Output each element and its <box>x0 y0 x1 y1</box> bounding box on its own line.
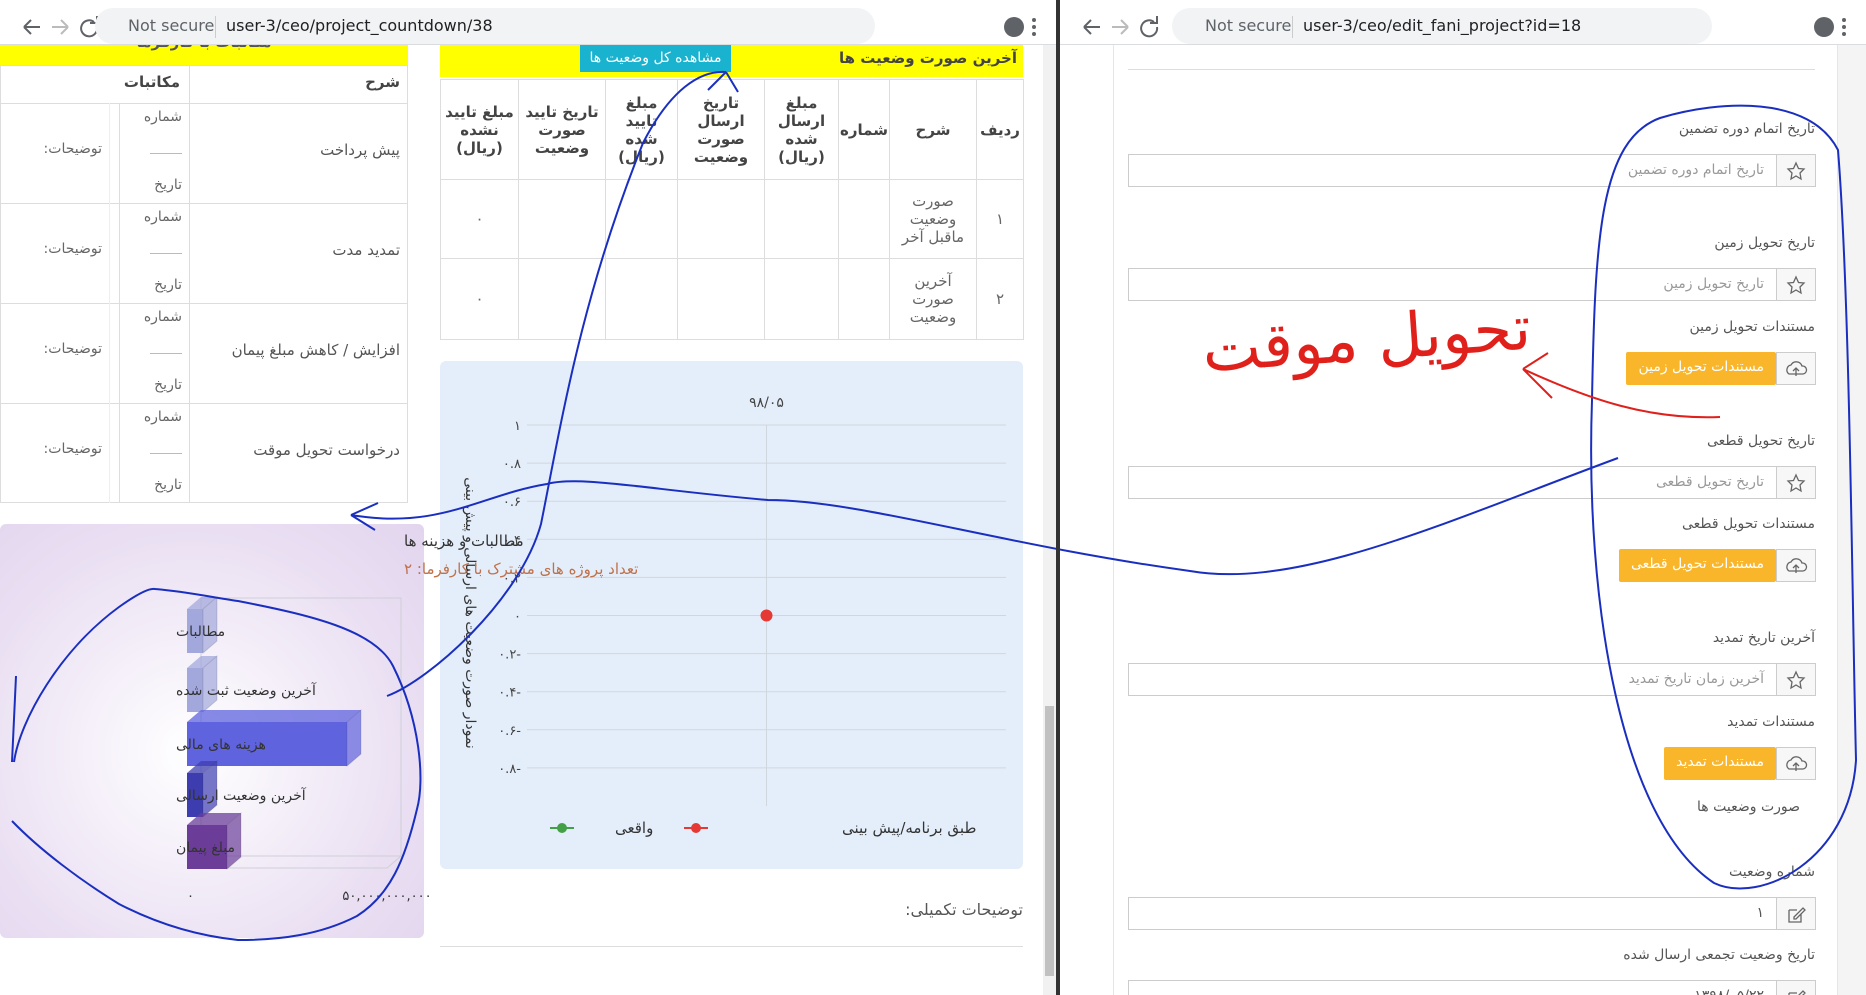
category-label: آخرین وضعیت ارسالی <box>176 787 307 804</box>
date-label: تاریخ <box>154 277 182 293</box>
row-description: پیش پرداخت <box>320 141 400 159</box>
notes-label: توضیحات: <box>43 241 102 257</box>
y-axis-label: نمودار صورت وضعیت های ارسالی و پیش بینی <box>462 477 478 749</box>
y-tick-label: ۰.۶- <box>498 724 521 739</box>
field-label: تاریخ وضعیت تجمعی ارسال شده <box>1623 947 1815 963</box>
category-label: مبلغ پیمان <box>176 840 235 856</box>
left-scrollbar-thumb <box>1045 706 1054 976</box>
right-top-rule <box>1128 69 1815 70</box>
data-point <box>760 609 773 622</box>
date-label: تاریخ <box>154 477 182 493</box>
legend-marker <box>691 823 701 833</box>
row-rule <box>0 203 408 204</box>
chart-title: مطالبات و هزینه ها <box>404 532 524 550</box>
icon <box>1788 990 1806 995</box>
y-tick-label: ۰.۸ <box>503 457 521 472</box>
bar-top <box>187 710 361 722</box>
profile-icon[interactable] <box>1814 17 1834 37</box>
x-tick-label: ۰ <box>187 889 194 904</box>
notes-label: توضیحات: <box>43 341 102 357</box>
number-label: شماره <box>143 209 182 225</box>
number-label: شماره <box>143 109 182 125</box>
menu-icon[interactable] <box>1032 18 1036 36</box>
chart-subtitle: تعداد پروژه های مشترک با کارفرما: ۲ <box>404 560 638 579</box>
row-rule <box>0 403 408 404</box>
profile-icon[interactable] <box>1004 17 1024 37</box>
col-divider <box>109 103 110 203</box>
col-divider <box>109 203 110 303</box>
row-description: تمدید مدت <box>332 241 400 259</box>
header-cell: مکاتبات <box>123 73 180 91</box>
icon-box[interactable] <box>1776 897 1816 930</box>
browser-toolbar: Not secure user-3/ceo/project_countdown/3… <box>0 0 1056 45</box>
mid-rule <box>150 253 182 254</box>
browser-toolbar: Not secure user-3/ceo/edit_fani_project?i… <box>1060 0 1866 45</box>
col-divider <box>109 303 110 403</box>
legend-marker <box>557 823 567 833</box>
category-label: آخرین وضعیت ثبت شده <box>176 682 317 699</box>
col-divider <box>119 203 120 303</box>
mid-rule <box>150 453 182 454</box>
col-divider <box>119 103 120 203</box>
col-divider <box>189 65 190 503</box>
y-tick-label: ۰.۲- <box>498 648 521 663</box>
y-tick-label: ۰.۶ <box>503 495 521 510</box>
view-all-button[interactable]: مشاهده کل وضعیت ها <box>580 40 731 72</box>
y-tick-label: ۱ <box>514 419 521 434</box>
y-tick-label: ۰.۴- <box>498 686 521 701</box>
omnibox[interactable] <box>1172 8 1712 44</box>
window-divider <box>1056 0 1060 995</box>
security-label: Not secure <box>128 16 215 35</box>
date-label: تاریخ <box>154 177 182 193</box>
category-label: هزینه های مالی <box>176 737 266 753</box>
url-text: user-3/ceo/edit_fani_project?id=18 <box>1292 16 1692 38</box>
mid-rule <box>150 353 182 354</box>
number-label: شماره <box>143 409 182 425</box>
menu-icon[interactable] <box>1842 18 1846 36</box>
x-category-label: ۹۸/۰۵ <box>749 395 784 411</box>
y-tick-label: ۰ <box>514 610 521 625</box>
url-text: user-3/ceo/project_countdown/38 <box>215 16 855 38</box>
notes-label: توضیحات تکمیلی: <box>905 900 1023 919</box>
notes-label: توضیحات: <box>43 141 102 157</box>
table-cell: صورت وضعیت ماقبل آخر <box>889 179 977 259</box>
date-label: تاریخ <box>154 377 182 393</box>
y-tick-label: ۰.۸- <box>498 762 521 777</box>
col-divider <box>109 403 110 503</box>
col-divider <box>119 303 120 403</box>
row-rule <box>0 103 408 104</box>
category-label: مطالبات <box>176 624 225 640</box>
table-title: آخرین صورت وضعیت ها <box>838 49 1017 67</box>
text-input[interactable]: ۱۳۹۸/۰۵/۲۲ <box>1128 980 1777 995</box>
x-tick-label: ۵۰,۰۰۰,۰۰۰,۰۰۰ <box>342 889 431 904</box>
notes-label: توضیحات: <box>43 441 102 457</box>
row-rule <box>0 303 408 304</box>
legend-label: طبق برنامه/پیش بینی <box>842 819 976 838</box>
icon <box>1788 907 1806 923</box>
number-label: شماره <box>143 309 182 325</box>
text-input[interactable]: ۱ <box>1128 897 1777 930</box>
legend-label: واقعی <box>615 819 653 837</box>
omnibox[interactable] <box>95 8 875 44</box>
notes-rule <box>440 946 1023 947</box>
row-description: افزایش / کاهش مبلغ پیمان <box>231 341 400 359</box>
mid-rule <box>150 153 182 154</box>
header-cell: مبلغ ارسال شده (ریال) <box>764 79 839 180</box>
security-label: Not secure <box>1205 16 1292 35</box>
col-divider <box>119 403 120 503</box>
row-description: درخواست تحویل موقت <box>253 441 400 459</box>
